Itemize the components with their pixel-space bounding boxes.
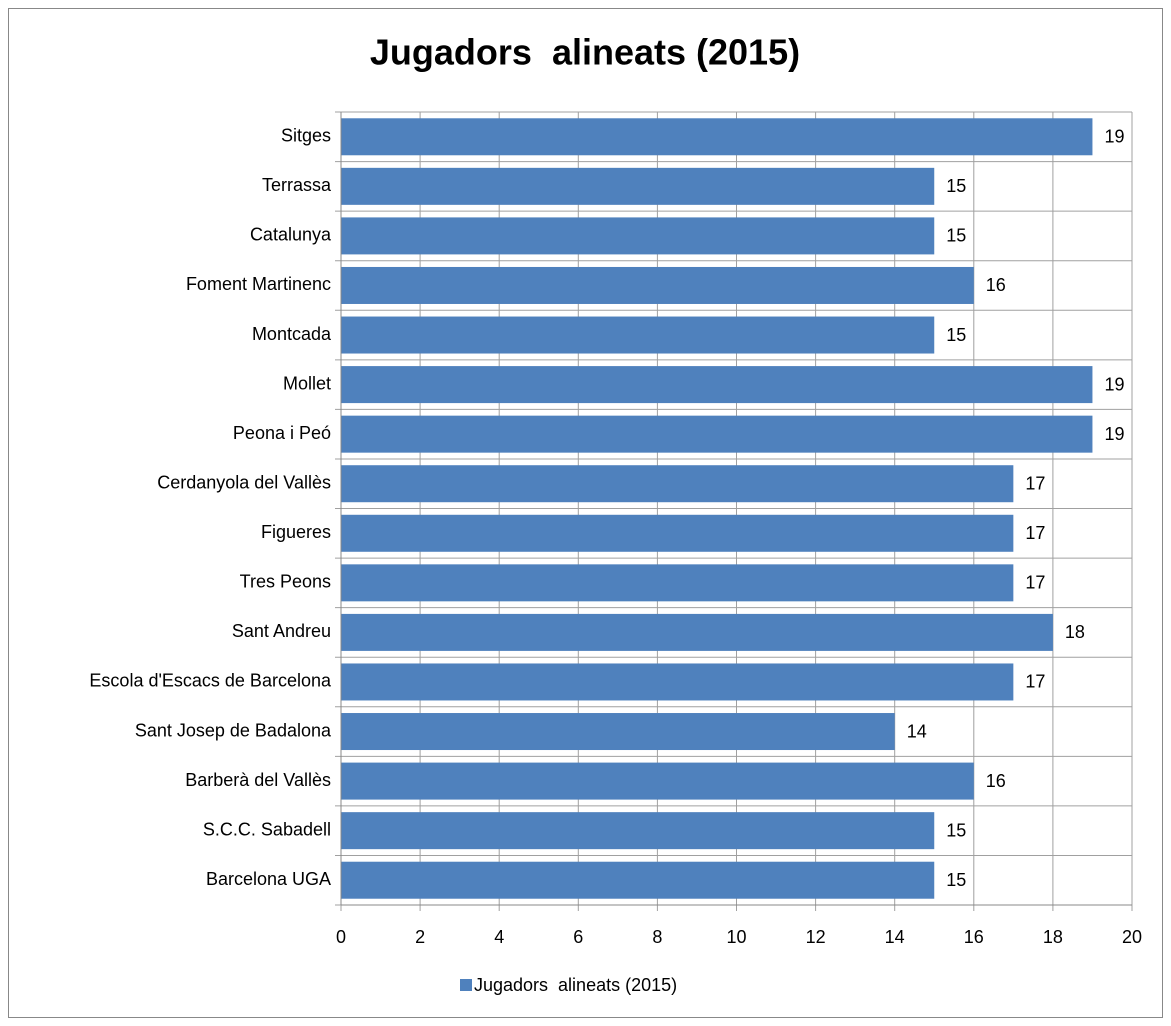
data-label: 14 xyxy=(907,721,927,741)
bar xyxy=(341,663,1014,701)
y-tick-label: Tres Peons xyxy=(240,572,331,592)
bar xyxy=(341,415,1093,453)
bar xyxy=(341,564,1014,602)
bar xyxy=(341,713,895,751)
bar xyxy=(341,812,935,850)
x-tick-label: 6 xyxy=(573,927,583,947)
y-tick-label: Barberà del Vallès xyxy=(185,770,331,790)
x-tick-label: 14 xyxy=(885,927,905,947)
data-label: 19 xyxy=(1104,424,1124,444)
x-tick-label: 8 xyxy=(652,927,662,947)
y-tick-label: S.C.C. Sabadell xyxy=(203,819,331,839)
x-tick-label: 4 xyxy=(494,927,504,947)
data-label: 15 xyxy=(946,325,966,345)
data-label: 16 xyxy=(986,771,1006,791)
bar xyxy=(341,613,1053,651)
data-label: 15 xyxy=(946,176,966,196)
data-label: 17 xyxy=(1025,573,1045,593)
y-tick-label: Sant Josep de Badalona xyxy=(135,720,332,740)
x-tick-label: 10 xyxy=(726,927,746,947)
data-label: 18 xyxy=(1065,622,1085,642)
x-tick-label: 16 xyxy=(964,927,984,947)
legend-label: Jugadors alineats (2015) xyxy=(474,975,677,995)
bar xyxy=(341,514,1014,552)
data-label: 17 xyxy=(1025,672,1045,692)
data-label: 16 xyxy=(986,275,1006,295)
x-tick-label: 20 xyxy=(1122,927,1142,947)
bar xyxy=(341,217,935,255)
y-tick-label: Figueres xyxy=(261,522,331,542)
data-label: 17 xyxy=(1025,473,1045,493)
data-label: 17 xyxy=(1025,523,1045,543)
bar xyxy=(341,316,935,354)
data-label: 19 xyxy=(1104,127,1124,147)
bar xyxy=(341,118,1093,156)
y-tick-label: Terrassa xyxy=(262,175,332,195)
y-tick-label: Montcada xyxy=(252,324,332,344)
data-label: 15 xyxy=(946,870,966,890)
bar xyxy=(341,465,1014,503)
y-tick-label: Cerdanyola del Vallès xyxy=(157,472,331,492)
y-tick-label: Escola d'Escacs de Barcelona xyxy=(89,671,332,691)
bar xyxy=(341,266,974,304)
y-tick-label: Peona i Peó xyxy=(233,423,331,443)
chart-title: Jugadors alineats (2015) xyxy=(370,32,800,73)
x-tick-label: 18 xyxy=(1043,927,1063,947)
y-tick-label: Sant Andreu xyxy=(232,621,331,641)
y-tick-label: Barcelona UGA xyxy=(206,869,331,889)
data-label: 15 xyxy=(946,226,966,246)
bar xyxy=(341,167,935,205)
x-tick-label: 0 xyxy=(336,927,346,947)
y-tick-label: Catalunya xyxy=(250,225,332,245)
bar xyxy=(341,762,974,800)
data-label: 15 xyxy=(946,820,966,840)
legend-swatch xyxy=(460,979,472,991)
bar xyxy=(341,366,1093,404)
y-tick-label: Sitges xyxy=(281,126,331,146)
x-tick-label: 12 xyxy=(806,927,826,947)
bar xyxy=(341,861,935,899)
y-tick-label: Foment Martinenc xyxy=(186,274,331,294)
x-tick-label: 2 xyxy=(415,927,425,947)
y-tick-label: Mollet xyxy=(283,373,331,393)
data-label: 19 xyxy=(1104,374,1124,394)
